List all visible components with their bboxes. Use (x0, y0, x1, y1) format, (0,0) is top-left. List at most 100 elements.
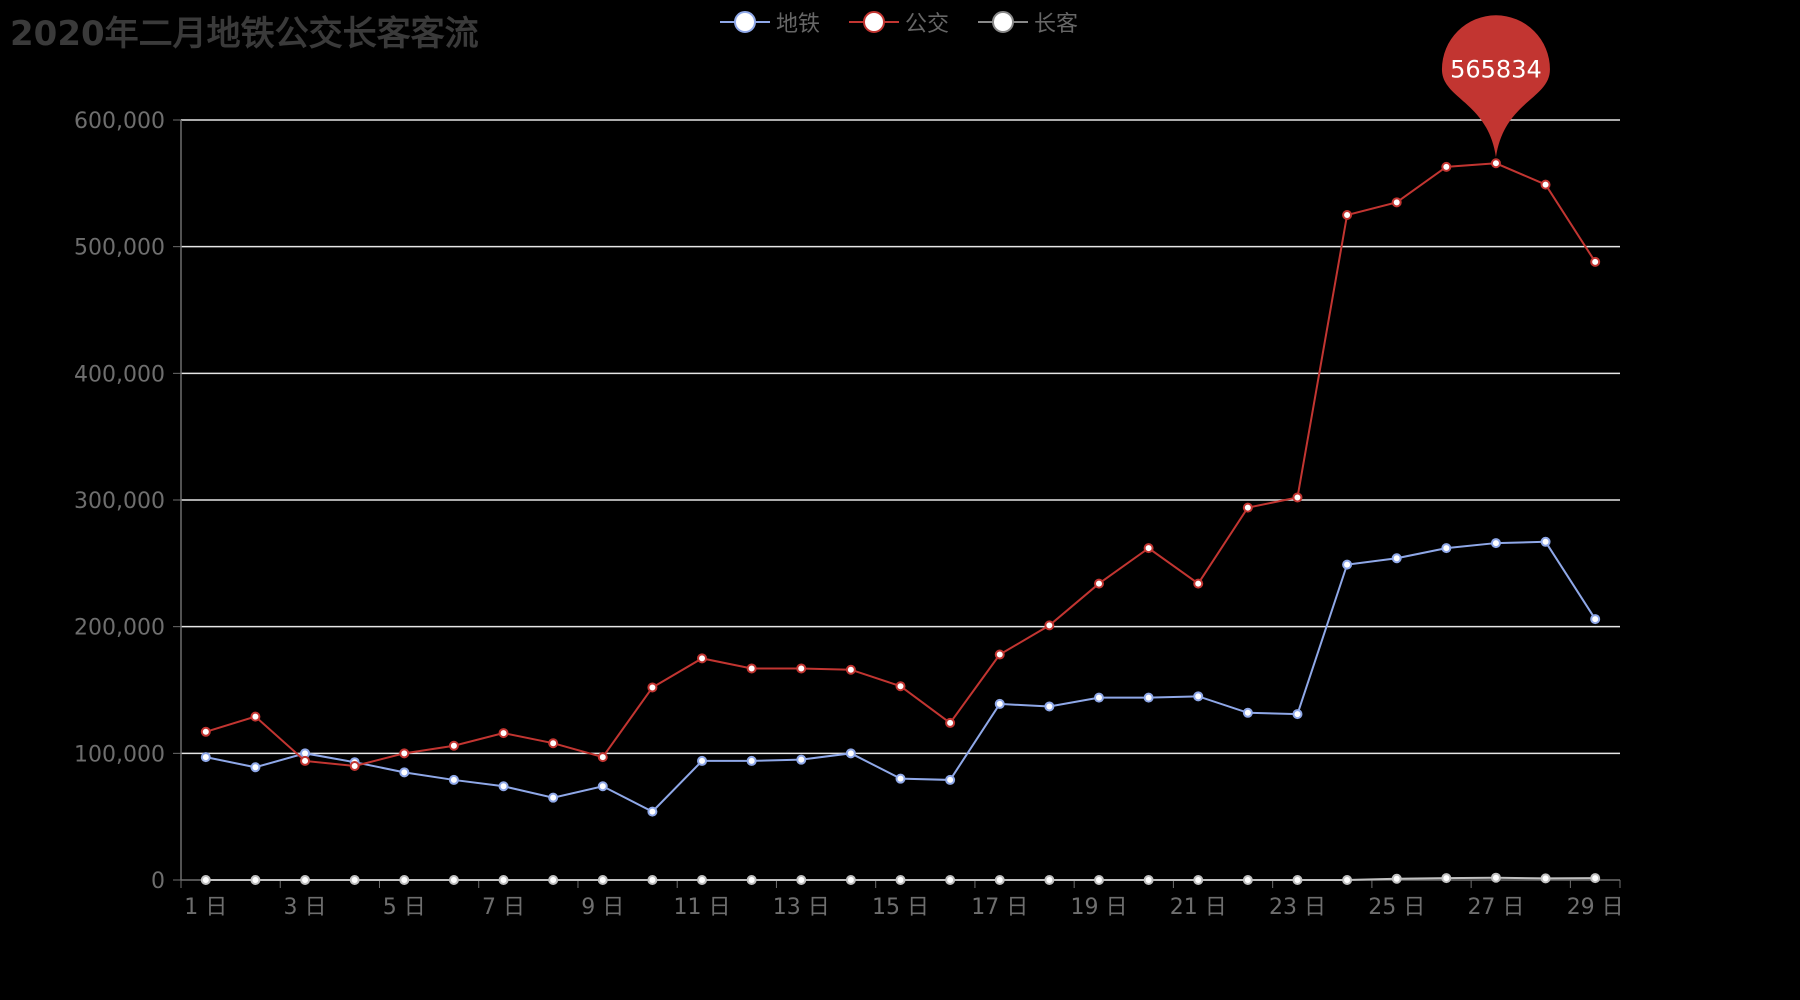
data-point[interactable] (1093, 578, 1104, 589)
data-point[interactable] (498, 875, 509, 885)
data-point[interactable] (1093, 875, 1104, 885)
data-point[interactable] (1540, 536, 1551, 547)
data-point[interactable] (1044, 701, 1055, 712)
data-point[interactable] (300, 755, 311, 766)
data-point[interactable] (1193, 691, 1204, 702)
data-point[interactable] (746, 663, 757, 674)
data-point[interactable] (448, 875, 459, 885)
data-point[interactable] (200, 726, 211, 737)
data-point[interactable] (1242, 875, 1253, 885)
data-point[interactable] (1242, 502, 1253, 513)
data-point[interactable] (796, 754, 807, 765)
data-point[interactable] (548, 738, 559, 749)
data-point[interactable] (1391, 873, 1402, 884)
data-point[interactable] (845, 748, 856, 759)
data-point[interactable] (796, 875, 807, 885)
data-point[interactable] (548, 875, 559, 885)
data-point[interactable] (994, 698, 1005, 709)
data-point[interactable] (1292, 709, 1303, 720)
data-point[interactable] (697, 875, 708, 885)
data-point[interactable] (647, 875, 658, 885)
data-point[interactable] (1490, 538, 1501, 549)
data-point[interactable] (250, 762, 261, 773)
data-point[interactable] (945, 717, 956, 728)
data-point[interactable] (845, 875, 856, 885)
x-tick-label: 17 日 (971, 895, 1028, 920)
data-point[interactable] (945, 875, 956, 885)
data-point[interactable] (250, 875, 261, 885)
data-point[interactable] (994, 649, 1005, 660)
data-point[interactable] (349, 761, 360, 771)
data-point[interactable] (399, 748, 410, 759)
data-point[interactable] (697, 653, 708, 664)
data-point[interactable] (1490, 872, 1501, 883)
data-point[interactable] (349, 875, 360, 885)
data-point[interactable] (498, 728, 509, 739)
y-tick-label: 300,000 (74, 489, 165, 514)
data-point[interactable] (647, 806, 658, 817)
data-point[interactable] (1143, 692, 1154, 703)
x-tick-label: 3 日 (284, 895, 327, 920)
data-point[interactable] (1292, 492, 1303, 503)
legend-label-bus: 公交 (905, 12, 950, 37)
data-point[interactable] (1143, 875, 1154, 885)
data-point[interactable] (1590, 873, 1601, 884)
data-point[interactable] (945, 774, 956, 785)
data-point[interactable] (1540, 873, 1551, 884)
x-tick-label: 13 日 (773, 895, 830, 920)
data-point[interactable] (399, 875, 410, 885)
data-point[interactable] (1143, 543, 1154, 554)
legend-item-coach[interactable]: 长客 (978, 8, 1078, 37)
data-point[interactable] (597, 875, 608, 885)
data-point[interactable] (597, 781, 608, 792)
legend-item-subway[interactable]: 地铁 (720, 8, 821, 37)
data-point[interactable] (200, 752, 211, 763)
data-point[interactable] (1342, 875, 1353, 885)
data-point[interactable] (1441, 543, 1452, 554)
data-point[interactable] (1441, 161, 1452, 172)
chart-title: 2020年二月地铁公交长客客流 (10, 14, 479, 54)
x-tick-label: 29 日 (1567, 895, 1624, 920)
data-point[interactable] (1391, 197, 1402, 208)
data-point[interactable] (895, 681, 906, 692)
data-point[interactable] (796, 663, 807, 674)
data-point[interactable] (1292, 875, 1303, 885)
data-point[interactable] (895, 875, 906, 885)
data-point[interactable] (200, 875, 211, 885)
data-point[interactable] (250, 711, 261, 722)
data-point[interactable] (1193, 578, 1204, 589)
data-point[interactable] (498, 781, 509, 792)
data-point[interactable] (895, 773, 906, 784)
data-point[interactable] (1044, 620, 1055, 631)
data-point[interactable] (448, 774, 459, 785)
y-tick-label: 200,000 (74, 616, 165, 641)
data-point[interactable] (548, 792, 559, 803)
y-tick-label: 600,000 (74, 109, 165, 134)
data-point[interactable] (1093, 692, 1104, 703)
data-point[interactable] (1391, 553, 1402, 564)
data-point[interactable] (1342, 210, 1353, 220)
data-point[interactable] (1242, 707, 1253, 718)
y-tick-label: 0 (151, 869, 165, 894)
data-point[interactable] (746, 755, 757, 766)
data-point[interactable] (1044, 875, 1055, 885)
data-point[interactable] (448, 740, 459, 751)
data-point[interactable] (399, 767, 410, 778)
data-point[interactable] (994, 875, 1005, 885)
data-point[interactable] (1441, 873, 1452, 884)
legend-label-subway: 地铁 (776, 12, 821, 37)
data-point[interactable] (1490, 158, 1501, 169)
data-point[interactable] (1590, 614, 1601, 625)
data-point[interactable] (845, 664, 856, 675)
data-point[interactable] (1342, 559, 1353, 570)
data-point[interactable] (697, 755, 708, 766)
data-point[interactable] (1590, 256, 1601, 267)
data-point[interactable] (1540, 179, 1551, 190)
data-point[interactable] (647, 682, 658, 693)
data-point[interactable] (746, 875, 757, 885)
legend-item-bus[interactable]: 公交 (849, 8, 950, 37)
data-point[interactable] (300, 875, 311, 885)
data-point[interactable] (1193, 875, 1204, 885)
data-point[interactable] (597, 752, 608, 763)
x-tick-label: 1 日 (184, 895, 227, 920)
